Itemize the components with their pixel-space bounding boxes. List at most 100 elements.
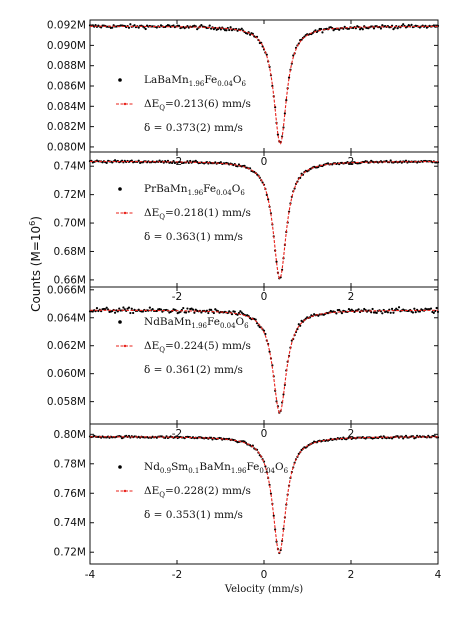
data-point: [118, 307, 121, 310]
data-point: [184, 311, 188, 314]
subscript: 6: [284, 467, 289, 475]
formula-part: =0.228(2) mm/s: [165, 485, 251, 497]
inner-x-tick-label: 2: [348, 156, 355, 168]
data-point: [191, 308, 195, 311]
data-point: [268, 350, 271, 353]
formula-part: O: [233, 74, 242, 86]
legend-label-sample: Nd0.9Sm0.1BaMn1.96Fe0.04O6: [144, 461, 289, 475]
data-point: [436, 310, 440, 313]
y-tick-label: 0.66M: [54, 274, 86, 286]
data-point: [321, 31, 324, 34]
data-point: [137, 26, 140, 29]
y-tick-label: 0.80M: [54, 429, 86, 441]
y-axis-label-end: ): [29, 216, 43, 221]
data-point: [390, 437, 394, 440]
data-point: [105, 161, 108, 164]
y-tick-label: 0.68M: [54, 246, 86, 258]
data-point: [254, 318, 257, 321]
inner-x-tick-label: -2: [172, 428, 182, 440]
y-tick-label: 0.060M: [47, 368, 86, 380]
legend-marker-points: [118, 78, 122, 82]
formula-part: PrBaMn: [144, 183, 188, 195]
data-point: [265, 53, 268, 56]
inner-x-tick-label: 0: [261, 428, 268, 440]
data-point: [196, 28, 199, 31]
data-point: [396, 27, 399, 30]
isomer-shift-text: δ = 0.373(2) mm/s: [144, 122, 243, 134]
legend-label-sample: LaBaMn1.96Fe0.04O6: [144, 74, 246, 88]
data-point: [130, 307, 133, 310]
data-point: [275, 260, 278, 263]
data-point: [372, 27, 376, 30]
data-point: [392, 311, 395, 314]
y-tick-label: 0.080M: [47, 141, 86, 153]
inner-x-tick-label: 2: [348, 428, 355, 440]
data-point: [287, 76, 291, 79]
legend-label-quadrupole: ΔEQ=0.213(6) mm/s: [144, 98, 251, 112]
y-tick-label: 0.090M: [47, 40, 86, 52]
formula-part: O: [232, 183, 241, 195]
data-point: [335, 312, 338, 315]
subscript: 6: [240, 189, 245, 197]
data-point: [381, 24, 384, 27]
y-tick-label: 0.70M: [54, 218, 86, 230]
formula-part: Fe: [204, 74, 217, 86]
data-point: [389, 311, 392, 314]
data-point: [435, 306, 438, 310]
data-points: [88, 434, 440, 555]
data-point: [119, 435, 122, 438]
data-point: [255, 322, 259, 325]
x-tick-label: -2: [172, 569, 182, 581]
formula-part: BaMn: [199, 461, 231, 473]
data-point: [338, 308, 341, 312]
data-point: [233, 310, 236, 313]
legend-label-sample: NdBaMn1.96Fe0.04O6: [144, 316, 249, 330]
panel-4: 0.72M 0.74M 0.76M 0.78M 0.80M -2 0 2 Nd0.9Sm0.1B…: [54, 423, 440, 565]
data-point: [111, 26, 114, 29]
formula-part: Sm: [171, 461, 188, 473]
subscript: 1.96: [189, 80, 205, 88]
fit-line: [90, 25, 438, 145]
data-point: [361, 28, 364, 31]
data-point: [237, 163, 241, 166]
data-point: [144, 27, 147, 31]
data-point: [248, 33, 252, 36]
formula-part: =0.218(1) mm/s: [165, 207, 251, 219]
data-point: [189, 159, 192, 163]
fit-line: [90, 436, 438, 554]
formula-part: ΔE: [144, 340, 159, 352]
data-point: [212, 311, 215, 315]
y-axis-label-sup: 6: [28, 221, 37, 226]
data-points: [88, 159, 440, 280]
y-axis-label-main: Counts (M=10: [29, 226, 43, 312]
y-tick-label: 0.74M: [54, 517, 86, 529]
data-point: [397, 306, 401, 309]
formula-part: Fe: [246, 461, 259, 473]
subscript: Q: [159, 491, 165, 499]
data-point: [186, 307, 189, 310]
data-point: [267, 198, 270, 201]
y-tick-label: 0.78M: [54, 458, 86, 470]
legend-marker-points: [118, 187, 122, 191]
data-point: [319, 27, 323, 31]
data-point: [200, 23, 203, 27]
subscript: 1.96: [231, 467, 247, 475]
data-point: [375, 311, 378, 314]
data-point: [390, 307, 394, 310]
data-point: [225, 29, 228, 32]
formula-part: ΔE: [144, 485, 159, 497]
data-point: [276, 133, 280, 136]
legend-label-quadrupole: ΔEQ=0.228(2) mm/s: [144, 485, 251, 499]
data-point: [228, 28, 231, 32]
data-point: [370, 311, 373, 314]
data-point: [265, 193, 268, 196]
data-point: [151, 308, 154, 311]
data-point: [411, 311, 415, 314]
formula-part: ΔE: [144, 207, 159, 219]
x-tick-label: 4: [435, 569, 442, 581]
data-point: [239, 310, 242, 313]
panel-frame: [89, 286, 439, 425]
y-tick-label: 0.082M: [47, 121, 86, 133]
panels-layer: 0.080M 0.082M 0.084M 0.086M 0.088M 0.090M 0.09…: [47, 19, 442, 581]
data-point: [413, 307, 416, 310]
